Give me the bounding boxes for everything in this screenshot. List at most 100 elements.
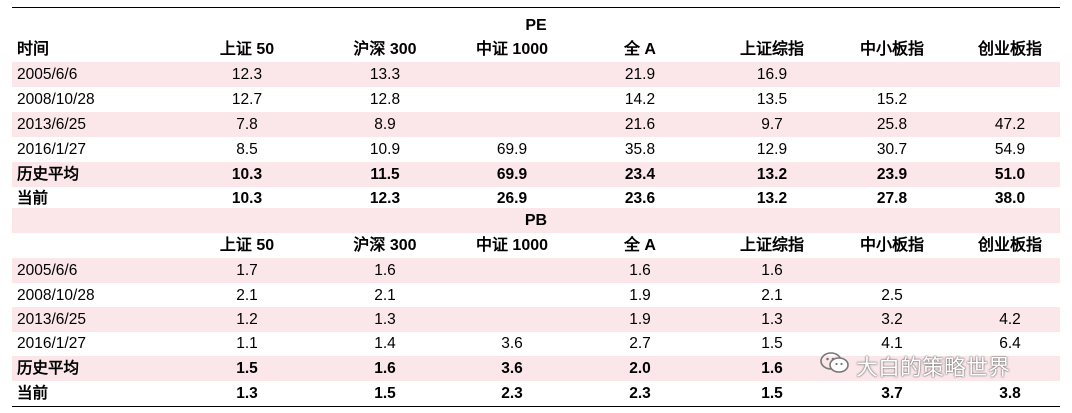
cell-value (467, 87, 557, 112)
cell-value: 69.9 (496, 166, 528, 183)
table-row: 2016/1/27 1.1 1.4 3.6 2.7 1.5 4.1 6.4 (12, 331, 1060, 356)
cell-value: 14.2 (624, 91, 656, 108)
header-chinext: 创业板指 (977, 237, 1042, 254)
watermark: 大白的策略世界 (820, 352, 1010, 380)
cell-value: 54.9 (994, 141, 1026, 158)
header-chinext: 创业板指 (977, 41, 1042, 58)
cell-value: 1.5 (236, 360, 258, 377)
cell-value (965, 62, 1055, 87)
cell-value: 4.1 (881, 335, 903, 352)
cell-value (847, 62, 937, 87)
cell-value: 12.8 (369, 91, 401, 108)
row-date: 2013/6/25 (17, 311, 86, 328)
cell-value: 21.6 (624, 116, 656, 133)
cell-value: 1.3 (236, 385, 258, 402)
cell-value: 26.9 (496, 190, 528, 207)
pe-header-row: 时间 上证 50 沪深 300 中证 1000 全 A 上证综指 中小板指 创业… (12, 37, 1060, 62)
cell-value: 8.9 (374, 116, 396, 133)
cell-value: 35.8 (624, 141, 656, 158)
header-all-a: 全 A (623, 237, 656, 254)
cell-value: 23.4 (624, 166, 656, 183)
row-date: 2005/6/6 (17, 262, 78, 279)
cell-value: 13.2 (756, 166, 788, 183)
cell-value: 2.0 (629, 360, 651, 377)
header-sme-board: 中小板指 (859, 237, 924, 254)
cell-value: 1.6 (761, 360, 783, 377)
header-sse50: 上证 50 (219, 237, 275, 254)
cell-value: 3.2 (881, 311, 903, 328)
row-date: 2005/6/6 (17, 66, 78, 83)
cell-value: 23.9 (876, 166, 908, 183)
row-date: 2016/1/27 (17, 141, 86, 158)
cell-value: 1.5 (761, 335, 783, 352)
header-csi300: 沪深 300 (353, 237, 417, 254)
row-date: 2008/10/28 (17, 287, 95, 304)
cell-value: 2.3 (629, 385, 651, 402)
cell-value: 4.2 (999, 311, 1021, 328)
cell-value: 13.5 (756, 91, 788, 108)
cell-value: 51.0 (994, 166, 1026, 183)
table-row: 2013/6/25 1.2 1.3 1.9 1.3 3.2 4.2 (12, 307, 1060, 332)
cell-value: 23.6 (624, 190, 656, 207)
cell-value (467, 112, 557, 137)
header-csi1000: 中证 1000 (475, 237, 549, 254)
cell-value: 21.9 (624, 66, 656, 83)
cell-value: 47.2 (994, 116, 1026, 133)
cell-value: 1.6 (761, 262, 783, 279)
pb-header-row: 上证 50 沪深 300 中证 1000 全 A 上证综指 中小板指 创业板指 (12, 233, 1060, 258)
cell-value (467, 283, 557, 308)
header-csi1000: 中证 1000 (475, 41, 549, 58)
cell-value: 2.5 (881, 287, 903, 304)
cell-value: 2.3 (501, 385, 523, 402)
cell-value: 3.8 (999, 385, 1021, 402)
table-row: 2005/6/6 1.7 1.6 1.6 1.6 (12, 258, 1060, 283)
cell-value: 2.1 (236, 287, 258, 304)
cell-value: 1.7 (236, 262, 258, 279)
cell-value: 30.7 (876, 141, 908, 158)
table-row: 2013/6/25 7.8 8.9 21.6 9.7 25.8 47.2 (12, 112, 1060, 137)
header-sse-composite: 上证综指 (739, 237, 804, 254)
table-row-current: 当前 10.3 12.3 26.9 23.6 13.2 27.8 38.0 (12, 186, 1060, 211)
cell-value: 10.3 (231, 190, 263, 207)
cell-value (965, 283, 1055, 308)
cell-value: 13.3 (369, 66, 401, 83)
cell-value: 3.7 (881, 385, 903, 402)
cell-value: 1.1 (236, 335, 258, 352)
cell-value (965, 258, 1055, 283)
table-row-average: 历史平均 10.3 11.5 69.9 23.4 13.2 23.9 51.0 (12, 162, 1060, 187)
cell-value: 11.5 (370, 166, 400, 183)
watermark-text: 大白的策略世界 (856, 355, 1011, 380)
header-sme-board: 中小板指 (859, 41, 924, 58)
cell-value: 1.2 (236, 311, 258, 328)
cell-value: 1.9 (629, 311, 651, 328)
header-sse-composite: 上证综指 (739, 41, 804, 58)
header-sse50: 上证 50 (219, 41, 275, 58)
table-row: 2005/6/6 12.3 13.3 21.9 16.9 (12, 62, 1060, 87)
cell-value: 12.3 (231, 66, 263, 83)
cell-value: 3.6 (501, 360, 523, 377)
header-all-a: 全 A (623, 41, 656, 58)
table-top-rule (12, 7, 1060, 8)
table-row-average: 历史平均 1.5 1.6 3.6 2.0 1.6 (12, 356, 1060, 381)
row-label: 当前 (17, 190, 49, 207)
row-label: 历史平均 (17, 166, 80, 183)
table-row: 2008/10/28 12.7 12.8 14.2 13.5 15.2 (12, 87, 1060, 112)
cell-value: 1.3 (374, 311, 396, 328)
table-row-current: 当前 1.3 1.5 2.3 2.3 1.5 3.7 3.8 (12, 381, 1060, 406)
cell-value: 16.9 (756, 66, 788, 83)
cell-value: 7.8 (236, 116, 258, 133)
cell-value: 10.3 (231, 166, 263, 183)
cell-value: 13.2 (756, 190, 788, 207)
cell-value: 3.6 (501, 335, 523, 352)
pe-section-title: PE (525, 17, 547, 34)
cell-value: 15.2 (876, 91, 908, 108)
row-date: 2013/6/25 (17, 116, 86, 133)
table-bottom-rule (12, 406, 1060, 407)
row-label: 历史平均 (17, 360, 80, 377)
table-row: 2016/1/27 8.5 10.9 69.9 35.8 12.9 30.7 5… (12, 137, 1060, 162)
cell-value: 2.1 (761, 287, 783, 304)
cell-value: 8.5 (236, 141, 258, 158)
cell-value: 38.0 (994, 190, 1026, 207)
cell-value: 1.6 (374, 360, 396, 377)
cell-value: 12.7 (231, 91, 263, 108)
